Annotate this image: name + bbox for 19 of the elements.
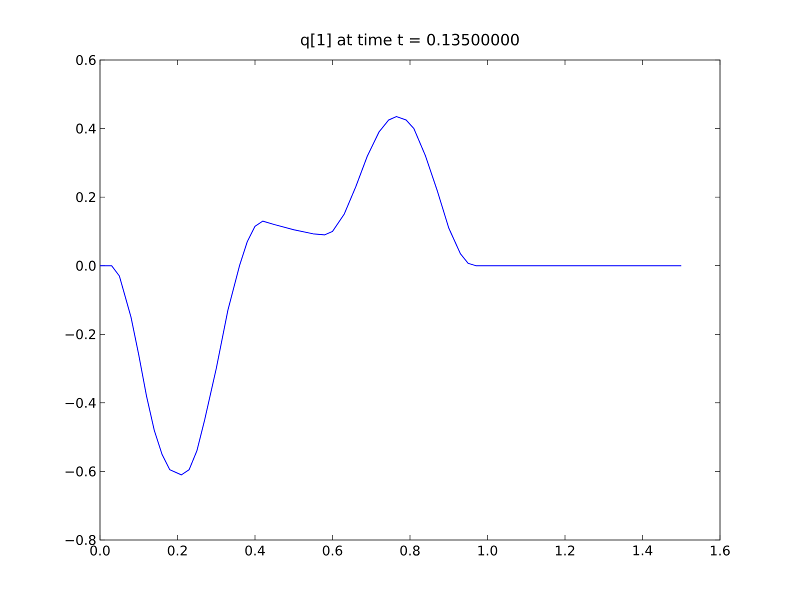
y-tick-label: −0.8 (66, 534, 96, 546)
x-tick-label: 0.4 (245, 546, 265, 556)
y-tick-label: 0.0 (76, 260, 96, 271)
y-tick-label: −0.2 (66, 329, 96, 340)
x-tick-label: 0.8 (400, 546, 420, 556)
y-tick-label: −0.6 (66, 466, 96, 476)
y-tick-label: −0.4 (66, 398, 96, 408)
y-tick-label: 0.4 (76, 124, 96, 134)
x-tick-label: 0.2 (168, 546, 187, 556)
x-tick-label: 1.4 (633, 546, 652, 556)
x-tick-label: 1.6 (710, 546, 730, 556)
x-tick-label: 0.0 (90, 546, 110, 556)
x-tick-label: 1.0 (478, 546, 498, 556)
x-tick-label: 1.2 (556, 546, 574, 556)
chart-title: q[1] at time t = 0.13500000 (300, 33, 519, 48)
x-tick-label: 0.6 (322, 546, 342, 556)
line-series (100, 116, 682, 476)
y-tick-label: 0.6 (76, 54, 96, 66)
y-tick-label: 0.2 (76, 192, 96, 202)
